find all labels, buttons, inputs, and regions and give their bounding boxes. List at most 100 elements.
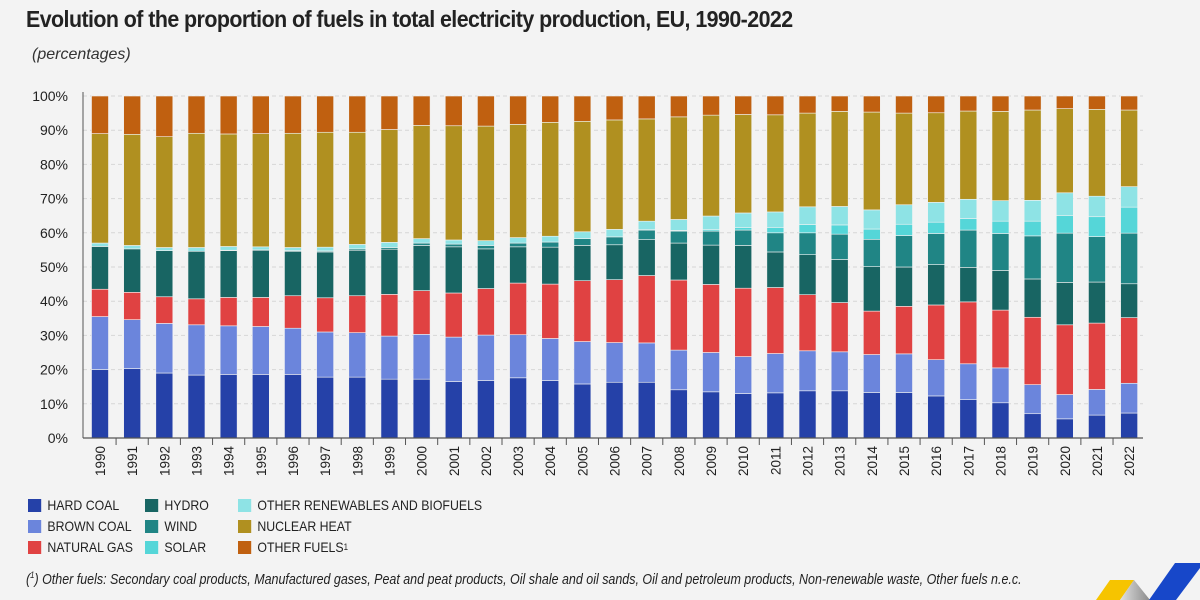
bar-segment-hard-coal-2002 — [477, 380, 495, 439]
bar-segment-other-fuels-2020 — [1056, 95, 1074, 109]
x-tick-label: 2013 — [833, 446, 848, 476]
legend: HARD COAL BROWN COAL NATURAL GAS HYDRO WIND S… — [28, 497, 628, 567]
bar-segment-brown-coal-2018 — [991, 367, 1010, 404]
bar-segment-other-fuels-2000 — [412, 95, 431, 126]
bar-segment-nuclear-heat-2011 — [766, 114, 785, 213]
bar-segment-other-renewables-and-biofuels-2003 — [509, 237, 527, 244]
legend-item-brown-coal: BROWN COAL — [28, 518, 132, 534]
bar-segment-hard-coal-1991 — [123, 368, 141, 439]
bar-segment-other-fuels-2017 — [959, 95, 978, 112]
bar-segment-other-fuels-2013 — [830, 95, 849, 112]
bar-segment-hard-coal-1992 — [155, 372, 174, 439]
x-tick-label: 1994 — [222, 446, 237, 477]
bar-segment-other-renewables-and-biofuels-2004 — [541, 235, 560, 243]
bar-segment-hydro-2016 — [927, 264, 945, 306]
bar-segment-brown-coal-1997 — [316, 331, 334, 378]
bar-segment-hard-coal-2017 — [959, 399, 978, 439]
bar-segment-nuclear-heat-2013 — [830, 111, 849, 207]
bar-segment-solar-2016 — [927, 221, 945, 234]
x-tick-label: 1995 — [254, 446, 269, 476]
bar-segment-other-fuels-2022 — [1120, 95, 1138, 111]
bar-segment-hydro-2014 — [863, 266, 881, 312]
bar-segment-hard-coal-2003 — [509, 377, 527, 439]
bar-segment-brown-coal-2001 — [444, 336, 463, 382]
bar-segment-natural-gas-2011 — [766, 287, 785, 354]
bar-segment-hard-coal-1996 — [284, 374, 302, 439]
bar-segment-other-fuels-2007 — [637, 95, 656, 120]
x-tick-label: 1999 — [382, 446, 397, 476]
legend-label: SOLAR — [164, 539, 207, 555]
x-tick-label: 1993 — [189, 446, 204, 476]
bar-segment-hydro-2013 — [830, 259, 849, 303]
bar-segment-hydro-2010 — [734, 245, 753, 289]
bar-segment-nuclear-heat-2018 — [991, 111, 1010, 201]
bar-segment-solar-2021 — [1088, 216, 1106, 237]
bar-segment-nuclear-heat-2020 — [1056, 108, 1074, 194]
legend-swatch — [145, 519, 159, 533]
legend-label: OTHER FUELS — [257, 539, 344, 555]
bar-segment-solar-2017 — [959, 218, 978, 231]
x-tick-label: 2011 — [768, 446, 783, 475]
bar-segment-wind-2004 — [541, 241, 560, 248]
legend-label: BROWN COAL — [47, 518, 132, 534]
bar-segment-other-renewables-and-biofuels-2020 — [1056, 192, 1074, 216]
chart-title: Evolution of the proportion of fuels in … — [26, 6, 793, 32]
bar-segment-solar-2013 — [830, 224, 849, 235]
x-tick-label: 2007 — [640, 446, 655, 476]
bar-segment-wind-2007 — [637, 229, 656, 240]
bar-segment-hard-coal-2018 — [991, 402, 1010, 439]
bar-segment-other-renewables-and-biofuels-1999 — [380, 242, 399, 248]
legend-item-solar: SOLAR — [145, 539, 206, 555]
bar-segment-other-renewables-and-biofuels-2016 — [927, 202, 945, 223]
bar-segment-hard-coal-2001 — [444, 381, 463, 439]
bar-segment-wind-2018 — [991, 233, 1010, 271]
bar-segment-wind-2014 — [863, 238, 881, 267]
bar-segment-other-renewables-and-biofuels-1990 — [91, 242, 109, 247]
bar-segment-other-fuels-1999 — [380, 95, 399, 130]
bar-segment-other-fuels-2016 — [927, 95, 945, 114]
bar-segment-nuclear-heat-2012 — [798, 112, 817, 208]
bar-segment-hydro-1996 — [284, 250, 302, 297]
bar-segment-other-renewables-and-biofuels-2009 — [702, 215, 720, 231]
bar-segment-hydro-1990 — [91, 246, 109, 290]
legend-swatch — [28, 498, 42, 512]
bar-segment-hard-coal-2007 — [637, 381, 656, 439]
bar-segment-wind-2011 — [766, 232, 785, 253]
bar-segment-wind-2002 — [477, 245, 495, 250]
y-tick-label: 40% — [40, 293, 68, 309]
bar-segment-other-fuels-2015 — [895, 95, 913, 114]
bar-segment-brown-coal-1992 — [155, 323, 174, 374]
bar-segment-wind-2019 — [1023, 235, 1042, 280]
bar-segment-nuclear-heat-1999 — [380, 129, 399, 243]
x-tick-label: 2002 — [479, 446, 494, 476]
bar-segment-brown-coal-2002 — [477, 334, 495, 381]
y-tick-label: 80% — [40, 156, 68, 172]
stacked-bar-chart: 0% 10% 20% 30% 40% 50% 60% 70% 80% 90% 100% 1990 199… — [32, 88, 1143, 477]
bar-segment-hard-coal-1995 — [252, 374, 270, 439]
bar-segment-hard-coal-2005 — [573, 383, 592, 439]
bar-segment-hard-coal-2000 — [412, 378, 431, 439]
bar-segment-natural-gas-2012 — [798, 294, 817, 352]
bar-segment-solar-2015 — [895, 223, 913, 236]
bar-segment-brown-coal-2012 — [798, 350, 817, 392]
bar-segment-brown-coal-1994 — [219, 325, 238, 375]
x-tick-label: 1990 — [93, 446, 108, 476]
bar-segment-hard-coal-2012 — [798, 390, 817, 439]
bar-segment-hydro-2008 — [670, 242, 688, 281]
legend-item-other-renewables-and-biofuels: OTHER RENEWABLES AND BIOFUELS — [238, 497, 482, 513]
y-tick-label: 60% — [40, 225, 68, 241]
bar-segment-other-fuels-1996 — [284, 95, 302, 134]
bar-segment-nuclear-heat-2001 — [444, 125, 463, 241]
bar-segment-wind-2005 — [573, 238, 592, 246]
y-tick-label: 0% — [48, 430, 68, 446]
bar-segment-brown-coal-2007 — [637, 342, 656, 383]
bar-segment-other-renewables-and-biofuels-2021 — [1088, 195, 1106, 218]
bar-segment-hard-coal-2006 — [605, 381, 624, 439]
bar-segment-hydro-2006 — [605, 244, 624, 280]
bar-segment-hydro-2019 — [1023, 278, 1042, 318]
bar-segment-brown-coal-2016 — [927, 359, 945, 397]
bar-segment-hydro-2021 — [1088, 281, 1106, 324]
bar-segment-hydro-1999 — [380, 248, 399, 295]
bar-segment-nuclear-heat-2009 — [702, 114, 720, 217]
bar-segment-natural-gas-2009 — [702, 284, 720, 353]
